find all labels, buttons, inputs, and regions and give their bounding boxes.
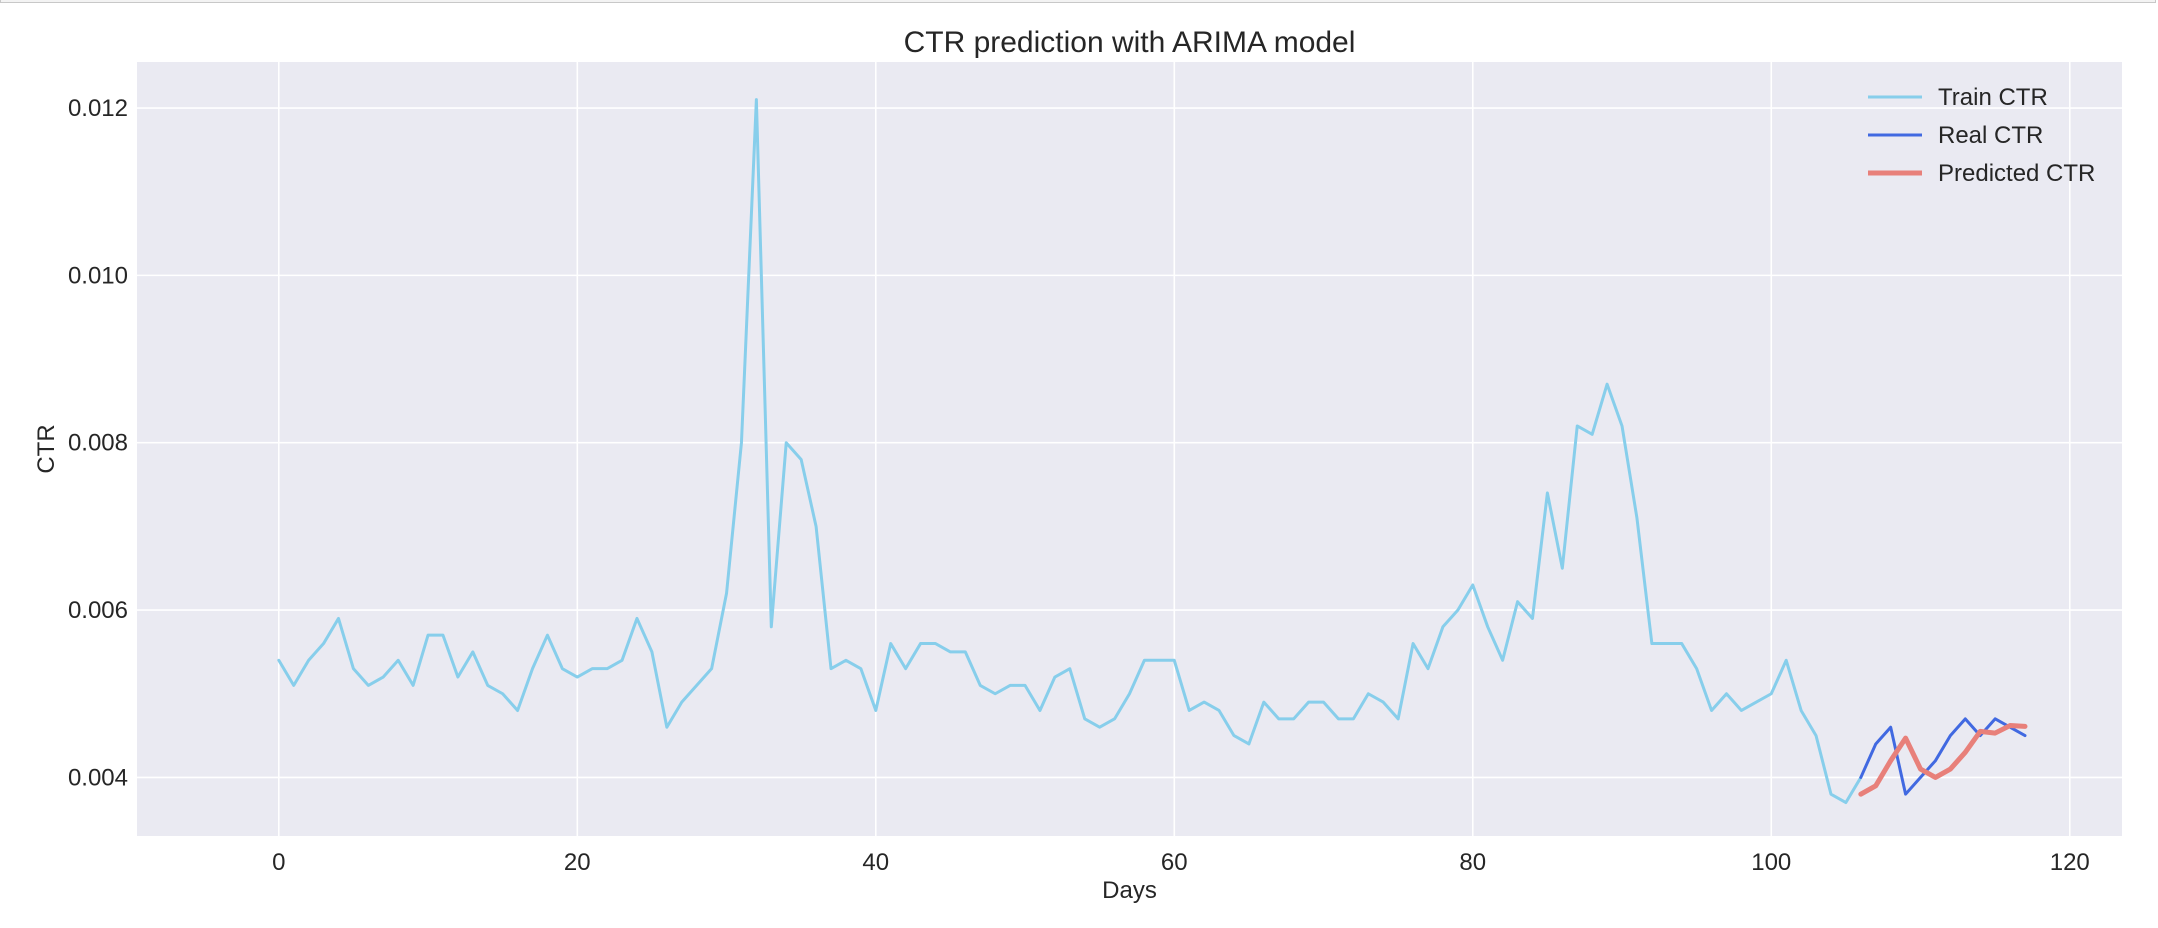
axis-ticks: 0 20 40 60 80 100 120 0.004 0.006 0.008 0.010 0.012 (68, 95, 2090, 876)
y-tick-label: 0.012 (68, 95, 128, 122)
y-tick-label: 0.004 (68, 764, 128, 791)
series-line-real-ctr (1859, 717, 2027, 796)
legend: Train CTR Real CTR Predicted CTR (1868, 84, 2095, 187)
series-line-train-ctr (277, 98, 1863, 805)
x-tick-label: 60 (1161, 849, 1188, 876)
x-tick-label: 20 (564, 849, 591, 876)
y-axis-label: CTR (33, 424, 60, 473)
x-tick-label: 0 (272, 849, 285, 876)
x-tick-label: 100 (1751, 849, 1791, 876)
x-tick-label: 80 (1459, 849, 1486, 876)
legend-label: Real CTR (1938, 122, 2043, 149)
y-tick-label: 0.006 (68, 597, 128, 624)
x-tick-label: 40 (862, 849, 889, 876)
y-tick-label: 0.010 (68, 262, 128, 289)
series-line-predicted-ctr (1858, 723, 2028, 797)
x-axis-label: Days (1102, 877, 1157, 904)
plot-area (137, 62, 2122, 836)
grid-lines (137, 62, 2122, 836)
series-layer (277, 98, 2028, 805)
x-tick-label: 120 (2050, 849, 2090, 876)
window-frame-edge (0, 0, 2156, 3)
y-tick-label: 0.008 (68, 430, 128, 457)
legend-label: Predicted CTR (1938, 160, 2095, 187)
chart-title: CTR prediction with ARIMA model (904, 26, 1356, 59)
legend-label: Train CTR (1938, 84, 2048, 111)
